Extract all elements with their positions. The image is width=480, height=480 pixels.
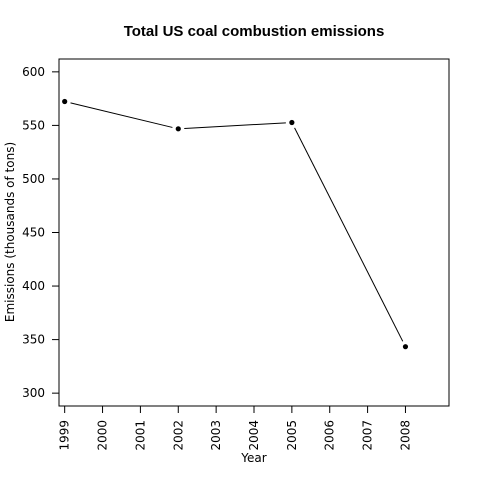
x-axis-label: Year: [240, 451, 266, 465]
y-tick-label: 350: [22, 333, 45, 347]
x-tick-label: 2007: [361, 420, 375, 451]
y-tick-label: 400: [22, 279, 45, 293]
chart-title: Total US coal combustion emissions: [124, 23, 385, 40]
y-tick-label: 500: [22, 172, 45, 186]
data-point-2008: [400, 342, 411, 352]
y-tick-label: 300: [22, 386, 45, 400]
x-tick-label: 2003: [209, 420, 223, 451]
y-axis: 300 350 400 450 500 550 600: [22, 65, 59, 400]
plot-frame: [58, 58, 450, 407]
data-point-2002: [173, 124, 183, 134]
y-tick-label: 450: [22, 226, 45, 240]
x-tick-label: 1999: [58, 420, 72, 451]
x-tick-label: 2008: [398, 420, 412, 451]
x-tick-label: 2000: [96, 420, 110, 451]
series-segment-2005-2008: [294, 127, 404, 342]
x-tick-label: 2006: [323, 420, 337, 451]
series-segment-1999-2002: [70, 102, 173, 128]
series-segment-2002-2005: [184, 122, 286, 129]
data-point-2005: [287, 117, 297, 128]
x-tick-label: 2001: [133, 420, 147, 451]
series-group: [60, 96, 411, 352]
y-axis-label: Emissions (thousands of tons): [3, 142, 17, 322]
x-tick-label: 2002: [171, 420, 185, 451]
x-tick-label: 2005: [285, 420, 299, 451]
y-tick-label: 600: [22, 65, 45, 79]
y-tick-label: 550: [22, 118, 45, 132]
x-axis: 1999 2000 2001 2002 2003 2004 2005 2006 2007 2008: [58, 406, 412, 451]
data-point-1999: [60, 96, 70, 107]
x-tick-label: 2004: [247, 420, 261, 451]
